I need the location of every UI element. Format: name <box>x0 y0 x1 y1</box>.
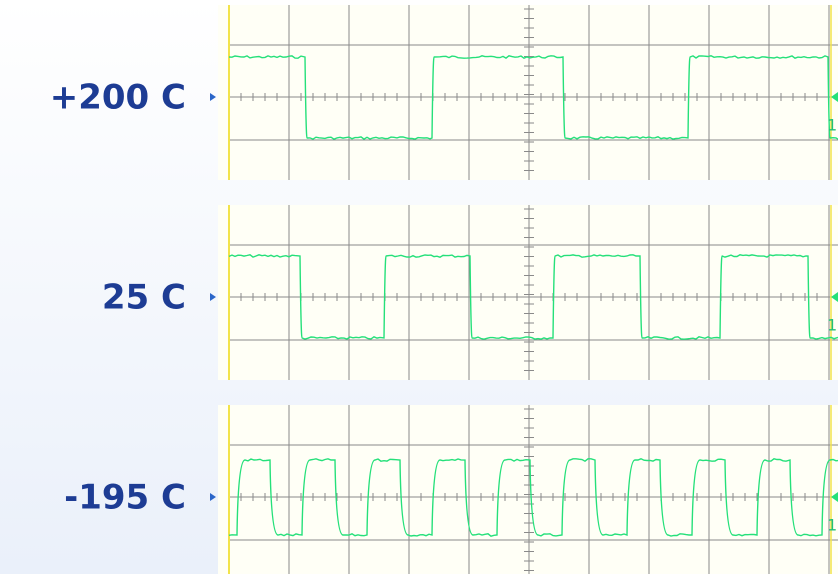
scope-screen <box>218 405 838 574</box>
scope-panel: 1 <box>210 5 838 180</box>
channel-label: 1 <box>827 516 837 535</box>
page: {"panels": [ {"label": "+200 C", "channe… <box>0 0 838 574</box>
channel-label: 1 <box>827 316 837 335</box>
scope-panel: 1 <box>210 405 838 574</box>
scope-panel: 1 <box>210 205 838 380</box>
channel-label: 1 <box>827 116 837 135</box>
temperature-label: +200 C <box>50 78 186 118</box>
temperature-label: -195 C <box>64 478 186 518</box>
temperature-label: 25 C <box>102 278 186 318</box>
scope-screen <box>218 5 838 180</box>
scope-screen <box>218 205 838 380</box>
figure: 1 +200 C 1 25 C 1 -195 C <box>0 0 838 574</box>
